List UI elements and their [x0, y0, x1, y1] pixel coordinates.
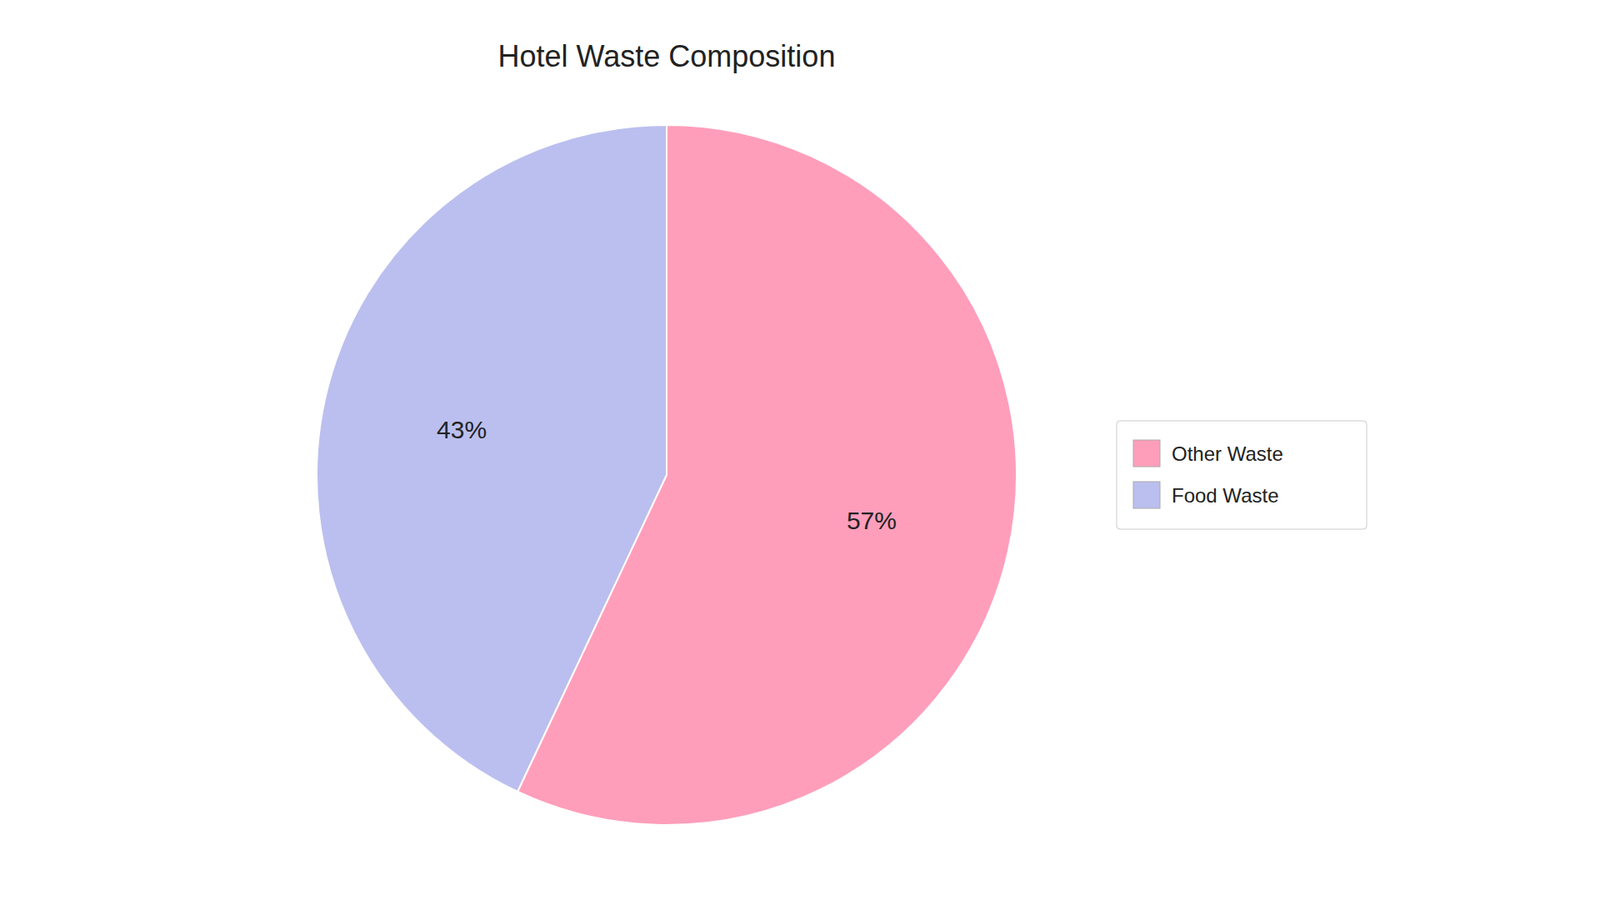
chart: Hotel Waste Composition 43% 57% Other Waste…: [0, 0, 1600, 900]
legend: Other Waste Food Waste: [1116, 420, 1367, 530]
slices: [316, 125, 1017, 825]
data-labels: 43% 57%: [436, 415, 897, 535]
chart-container: Hotel Waste Composition 43% 57% Other Waste…: [0, 0, 1600, 900]
legend-label: Food Waste: [1171, 484, 1280, 507]
legend-swatch: [1133, 440, 1160, 467]
pie-slice: [517, 125, 1017, 825]
legend-frame: [1116, 420, 1367, 530]
legend-label: Other Waste: [1171, 442, 1284, 465]
title: Hotel Waste Composition: [498, 39, 836, 74]
data-label: 43%: [436, 415, 487, 444]
legend-swatch: [1133, 481, 1160, 509]
data-label: 57%: [846, 506, 897, 535]
